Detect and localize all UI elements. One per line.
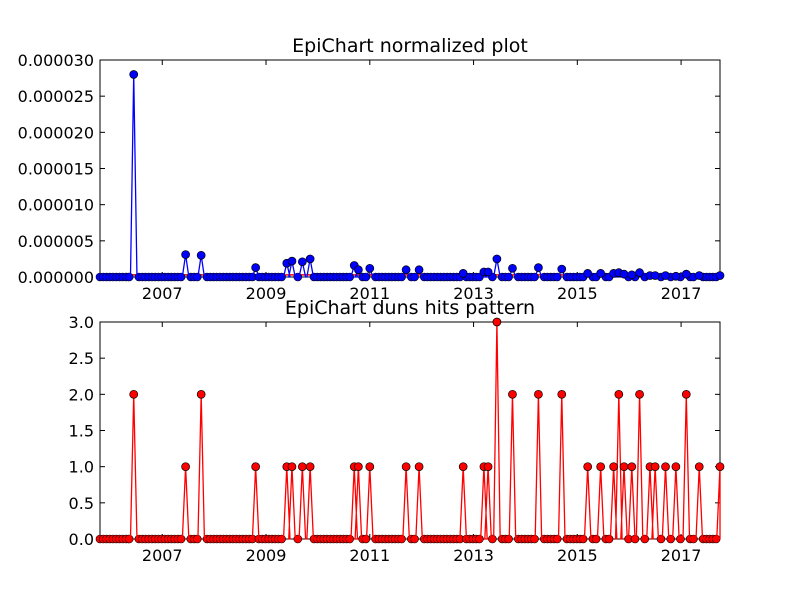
hits-data-point [305, 462, 315, 472]
hits-data-point [401, 462, 411, 472]
hits-data-point [583, 462, 593, 472]
hits-data-point [534, 389, 543, 399]
normalized-data-point [694, 271, 704, 280]
hits-x-tick-label: 2015 [557, 546, 598, 565]
hits-y-tick-label: 1.5 [69, 422, 94, 441]
normalized-y-tick-label: 0.000030 [18, 51, 94, 70]
normalized-data-point [483, 267, 493, 277]
normalized-series-line [100, 74, 721, 278]
normalized-x-tick-label: 2007 [142, 284, 183, 303]
hits-data-point [365, 462, 375, 472]
hits-data-point [251, 462, 260, 472]
normalized-data-point [129, 70, 139, 79]
normalized-data-point [251, 263, 260, 272]
hits-data-point [596, 462, 606, 472]
normalized-data-point [583, 269, 593, 278]
normalized-y-tick-label: 0.000005 [18, 232, 94, 251]
hits-data-point [661, 462, 670, 472]
normalized-x-tick-label: 2011 [349, 284, 390, 303]
hits-data-point [297, 462, 307, 472]
normalized-data-point [715, 271, 725, 280]
hits-x-tick-label: 2017 [661, 546, 702, 565]
hits-y-tick-label: 0.0 [69, 530, 94, 549]
normalized-data-point [414, 265, 424, 275]
hits-data-point [508, 389, 517, 399]
normalized-plot-frame [99, 59, 721, 278]
normalized-y-tick-label: 0.000020 [18, 123, 94, 142]
hits-y-tick-label: 3.0 [69, 313, 94, 332]
hits-y-tick-label: 2.5 [69, 349, 94, 368]
normalized-x-tick-label: 2013 [453, 284, 494, 303]
normalized-data-point [619, 269, 629, 279]
hits-data-point [354, 462, 363, 472]
hits-data-point [650, 462, 660, 472]
hits-data-point [614, 389, 624, 399]
hits-pattern-title: EpiChart duns hits pattern [285, 297, 535, 319]
normalized-x-tick-label: 2009 [246, 284, 287, 303]
hits-data-point [609, 462, 618, 472]
normalized-data-point [557, 264, 567, 274]
hits-data-point [671, 462, 681, 472]
hits-data-point [492, 317, 502, 327]
normalized-y-tick-label: 0.000000 [18, 268, 94, 287]
normalized-data-point [508, 263, 517, 273]
hits-plot-frame [99, 321, 721, 540]
hits-data-point [196, 389, 206, 399]
normalized-data-point [627, 270, 637, 280]
hits-x-tick-label: 2011 [349, 546, 390, 565]
hits-y-tick-label: 2.0 [69, 385, 94, 404]
normalized-data-point [681, 269, 691, 279]
normalized-data-point [196, 250, 206, 260]
normalized-x-tick-label: 2017 [661, 284, 702, 303]
hits-data-point [414, 462, 424, 472]
normalized-x-tick-label: 2015 [557, 284, 598, 303]
normalized-data-point [354, 265, 363, 275]
normalized-data-point [661, 271, 670, 280]
hits-data-point [694, 462, 704, 472]
normalized-data-point [671, 271, 681, 281]
normalized-plot-title: EpiChart normalized plot [292, 35, 528, 57]
hits-data-point [619, 462, 629, 472]
normalized-data-point [650, 271, 660, 280]
normalized-y-tick-label: 0.000010 [18, 196, 94, 215]
hits-data-point [715, 462, 725, 472]
normalized-y-tick-label: 0.000025 [18, 87, 94, 106]
hits-data-point [635, 389, 644, 399]
hits-data-point [181, 462, 190, 472]
hits-data-point [557, 389, 567, 399]
hits-x-tick-label: 2007 [142, 546, 183, 565]
hits-x-tick-label: 2013 [453, 546, 494, 565]
normalized-data-point [534, 263, 543, 272]
normalized-data-point [401, 265, 411, 275]
normalized-data-point [297, 257, 307, 267]
normalized-data-point [287, 256, 297, 266]
hits-data-point [287, 462, 297, 472]
normalized-data-point [458, 269, 468, 278]
normalized-y-tick-label: 0.000015 [18, 160, 94, 179]
normalized-data-point [492, 254, 502, 264]
hits-series-line [100, 321, 721, 540]
hits-data-point [627, 462, 637, 472]
hits-pattern-panel: EpiChart duns hits pattern 0.0 0.5 1.0 1.5 2… [69, 297, 725, 565]
normalized-data-point [365, 263, 375, 273]
normalized-data-point [181, 250, 190, 259]
hits-data-point [681, 389, 691, 399]
hits-y-tick-label: 1.0 [69, 458, 94, 477]
normalized-plot-panel: EpiChart normalized plot 0.000000 0.00000… [18, 35, 725, 303]
normalized-data-point [305, 254, 315, 264]
hits-x-tick-label: 2009 [246, 546, 287, 565]
normalized-data-point [596, 269, 606, 278]
hits-y-tick-label: 0.5 [69, 494, 94, 513]
hits-data-point [483, 462, 493, 472]
normalized-data-point [635, 268, 644, 278]
hits-data-point [458, 462, 468, 472]
hits-data-point [129, 389, 139, 399]
